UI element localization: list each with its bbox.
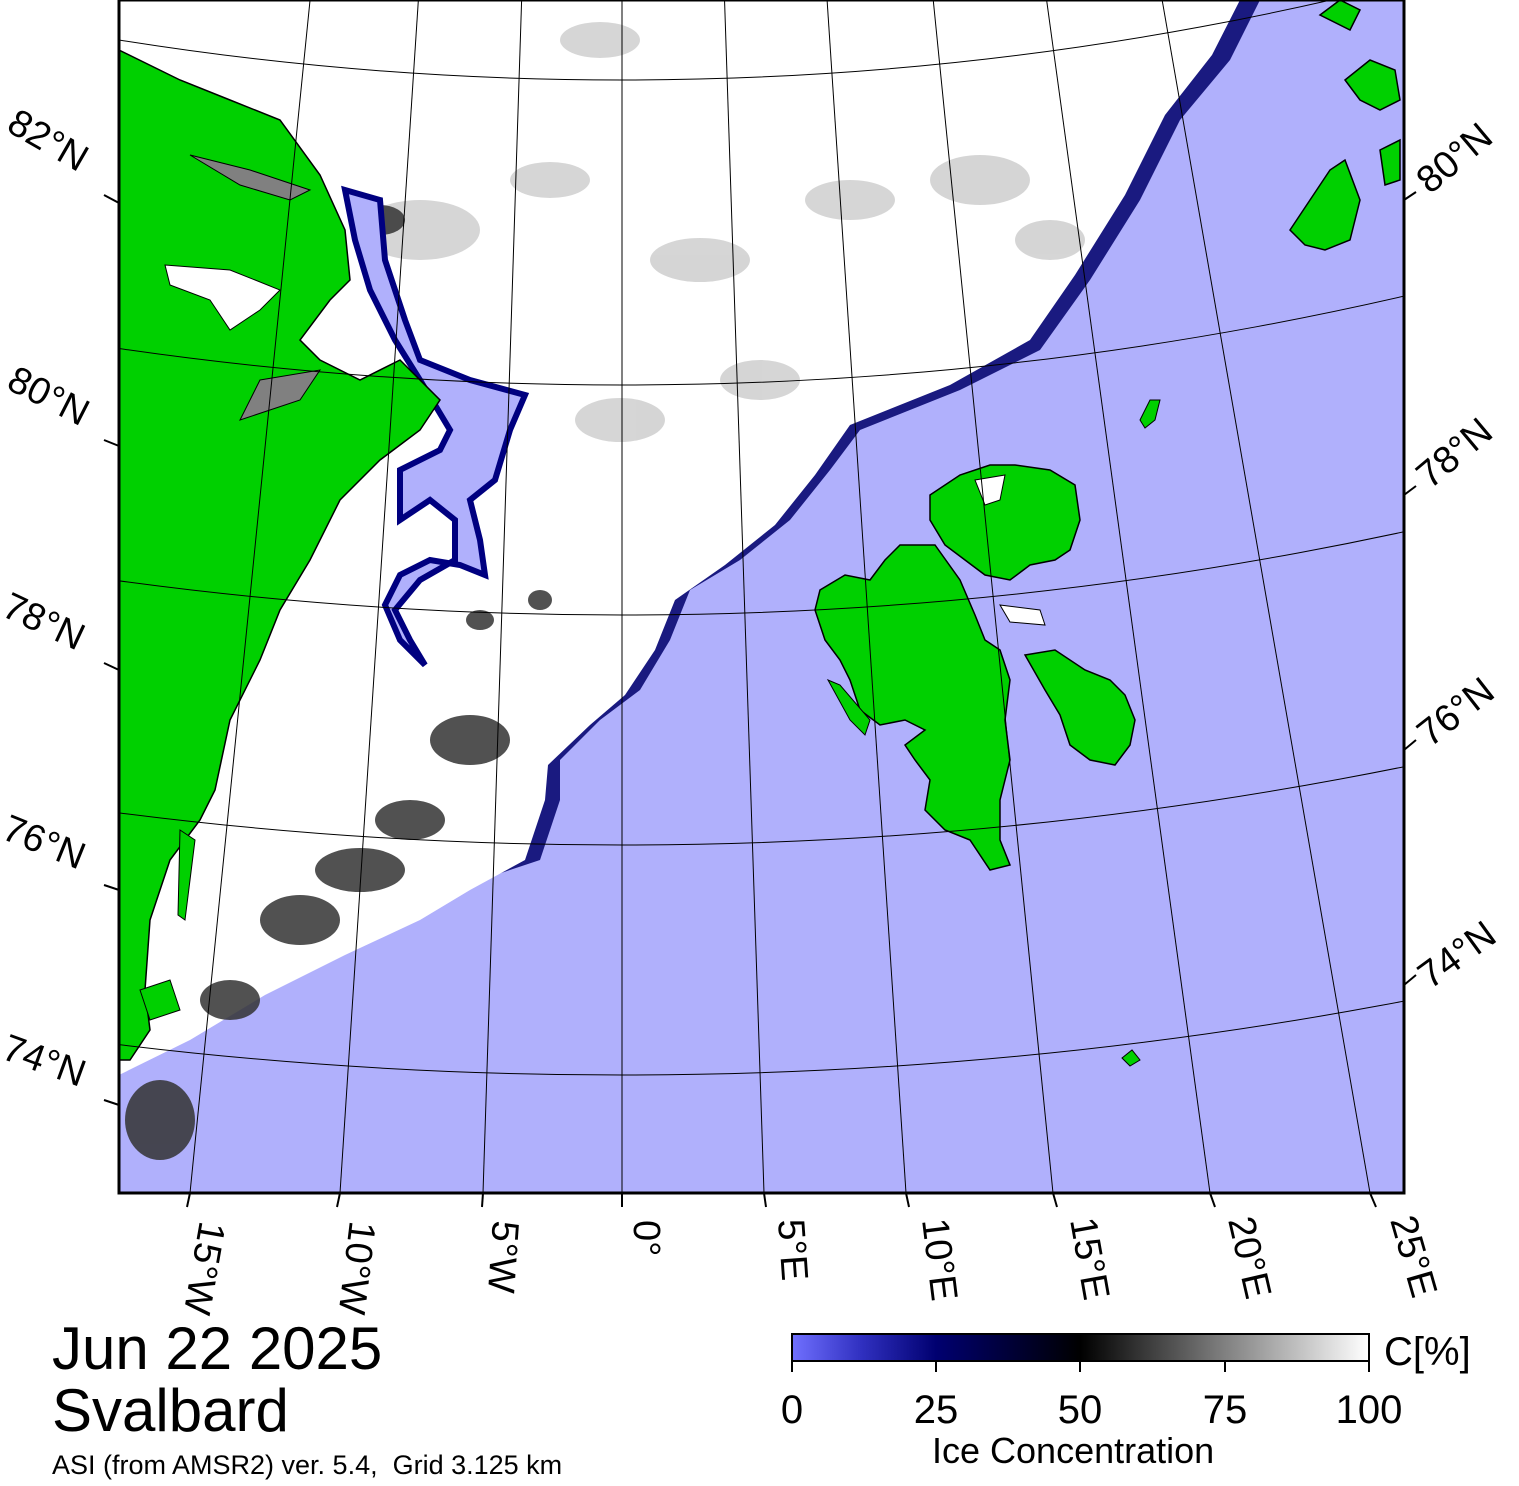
lat-label-right-1: 78°N (1409, 410, 1501, 497)
svalbard-nordaustlandet (929, 464, 1081, 581)
svalbard-edgeoya (1023, 649, 1136, 766)
lat-label-left-2: 78°N (0, 585, 91, 659)
axis-ticks (103, 191, 1417, 1208)
lon-label-8: 25°E (1381, 1211, 1444, 1302)
lat-label-right-2: 76°N (1410, 670, 1503, 755)
svalbard-land (814, 544, 1012, 871)
colorbar-title: Ice Concentration (932, 1430, 1215, 1471)
polynya (341, 185, 530, 668)
lon-label-5: 10°E (913, 1216, 965, 1303)
svalbard-prins-karls (826, 678, 871, 736)
greenland-fjord (164, 264, 281, 331)
lon-label-6: 15°E (1061, 1214, 1117, 1303)
lon-label-0: 15°W (175, 1218, 233, 1317)
lat-label-left-3: 76°N (0, 807, 91, 878)
lon-label-7: 20°E (1219, 1213, 1279, 1303)
map-date: Jun 22 2025 (52, 1315, 383, 1382)
lat-label-right-0: 80°N (1409, 115, 1501, 202)
lat-label-left-1: 80°N (1, 359, 96, 435)
greenland-shelf (189, 154, 322, 421)
map-frame (117, 0, 1406, 1195)
greenland-island (139, 829, 196, 1021)
lat-label-right-3: 74°N (1411, 913, 1504, 997)
colorbar-tick-100: 100 (1335, 1388, 1403, 1432)
longitude-labels-bottom: 15°W 10°W 5°W 0° 5°E 10°E 15°E 20°E 25°E (175, 1211, 1445, 1318)
map-body (119, 0, 1404, 1193)
colorbar (791, 1333, 1370, 1362)
colorbar-tick-50: 50 (1057, 1388, 1103, 1432)
lon-label-2: 5°W (479, 1219, 526, 1294)
ice-texture-dark (125, 205, 552, 1160)
bear-island (1121, 1049, 1141, 1067)
lat-label-left-4: 74°N (0, 1027, 91, 1096)
lon-label-4: 5°E (769, 1218, 815, 1282)
colorbar-unit: C[%] (1384, 1330, 1471, 1374)
lat-label-left-0: 82°N (1, 101, 96, 180)
map-region: Svalbard (52, 1377, 289, 1444)
franz-josef-land (1289, 0, 1401, 251)
colorbar-tick-75: 75 (1202, 1388, 1248, 1432)
graticule (119, 0, 1404, 1193)
latitude-labels-left: 82°N 80°N 78°N 76°N 74°N (0, 101, 96, 1095)
lon-label-1: 10°W (330, 1219, 383, 1317)
latitude-labels-right: 80°N 78°N 76°N 74°N (1409, 115, 1504, 997)
data-source: ASI (from AMSR2) ver. 5.4, Grid 3.125 km (52, 1450, 563, 1480)
ice-texture (360, 22, 1085, 442)
colorbar-tick-25: 25 (913, 1388, 959, 1432)
greenland-land (119, 49, 441, 1061)
lon-label-3: 0° (625, 1220, 667, 1256)
colorbar-ticks (791, 1361, 1370, 1372)
colorbar-tick-0: 0 (780, 1388, 804, 1432)
svalbard-kvitoya (1139, 399, 1161, 429)
